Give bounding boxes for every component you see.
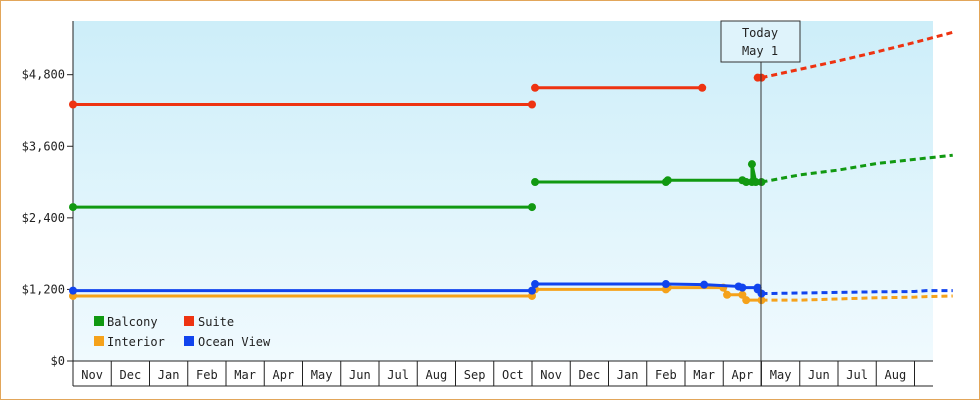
- today-marker: Today May 1: [720, 20, 801, 386]
- x-tick-label: Apr: [732, 368, 754, 382]
- today-box: [720, 20, 801, 63]
- projection-line-balcony: [761, 153, 953, 184]
- data-point-suite[interactable]: [69, 100, 77, 109]
- y-tick-label: $3,600: [22, 139, 65, 153]
- projection-line-suite: [761, 30, 954, 80]
- legend-swatch-suite: [184, 316, 194, 326]
- x-tick-label: Feb: [196, 368, 218, 382]
- data-point-ocean-view[interactable]: [69, 286, 77, 295]
- today-label-line1: Today: [742, 26, 778, 40]
- x-tick-label: Jun: [349, 368, 371, 382]
- x-tick-label: Oct: [502, 368, 524, 382]
- projection-line-interior: [761, 294, 953, 302]
- y-tick-label: $1,200: [22, 282, 65, 296]
- plot-area: [73, 21, 933, 361]
- x-tick-label: Mar: [693, 368, 715, 382]
- x-tick-label: Mar: [234, 368, 256, 382]
- legend-label-ocean-view: Ocean View: [198, 335, 271, 349]
- x-tick-label: Feb: [655, 368, 677, 382]
- x-tick-label: Dec: [120, 368, 142, 382]
- x-tick-label: Sep: [464, 368, 486, 382]
- data-point-ocean-view[interactable]: [700, 280, 709, 289]
- legend-swatch-balcony: [94, 316, 104, 326]
- data-point-balcony[interactable]: [747, 160, 756, 169]
- data-point-balcony[interactable]: [528, 203, 536, 212]
- x-tick-label: Jul: [846, 368, 868, 382]
- data-point-ocean-view[interactable]: [753, 285, 762, 294]
- data-point-interior[interactable]: [723, 290, 732, 299]
- x-tick-label: Dec: [579, 368, 601, 382]
- x-tick-label: Jul: [387, 368, 409, 382]
- y-tick-label: $2,400: [22, 211, 65, 225]
- data-point-ocean-view[interactable]: [531, 280, 540, 289]
- x-tick-label: Jan: [158, 368, 180, 382]
- today-label-line2: May 1: [742, 44, 778, 58]
- legend-label-balcony: Balcony: [107, 315, 158, 329]
- data-point-ocean-view[interactable]: [738, 283, 747, 292]
- legend-swatch-interior: [94, 336, 104, 346]
- x-tick-label: Nov: [81, 368, 103, 382]
- data-point-balcony[interactable]: [531, 178, 540, 187]
- y-tick-label: $0: [51, 354, 65, 368]
- data-point-ocean-view[interactable]: [528, 286, 536, 295]
- data-point-balcony[interactable]: [69, 203, 77, 212]
- legend-label-interior: Interior: [107, 335, 165, 349]
- x-tick-label: Jan: [617, 368, 639, 382]
- x-tick-label: Aug: [885, 368, 907, 382]
- data-point-interior[interactable]: [742, 296, 751, 305]
- x-axis: Nov Dec Jan Feb Mar Apr May Jun Jul Aug Sep Oct Nov D…: [72, 360, 933, 387]
- data-point-balcony[interactable]: [742, 178, 751, 187]
- legend-swatch-ocean-view: [184, 336, 194, 346]
- x-tick-label: May: [311, 368, 333, 382]
- data-point-suite[interactable]: [528, 100, 536, 109]
- data-point-suite[interactable]: [531, 83, 540, 92]
- x-tick-label: Apr: [273, 368, 295, 382]
- legend-label-suite: Suite: [198, 315, 234, 329]
- y-axis: $0 $1,200 $2,400 $3,600 $4,800: [22, 21, 74, 386]
- data-point-ocean-view[interactable]: [661, 280, 670, 289]
- series-suite: [69, 30, 954, 109]
- series-interior: [69, 283, 953, 305]
- projection-line-ocean-view: [761, 289, 953, 296]
- series-ocean-view: [69, 280, 953, 298]
- y-tick-label: $4,800: [22, 68, 65, 82]
- data-point-balcony[interactable]: [751, 178, 760, 187]
- x-tick-label: May: [770, 368, 792, 382]
- data-point-suite[interactable]: [698, 83, 707, 92]
- x-tick-label: Jun: [808, 368, 830, 382]
- x-tick-label: Aug: [426, 368, 448, 382]
- data-point-balcony[interactable]: [663, 176, 672, 185]
- x-tick-label: Nov: [540, 368, 562, 382]
- legend: Balcony Suite Interior Ocean View: [94, 315, 271, 349]
